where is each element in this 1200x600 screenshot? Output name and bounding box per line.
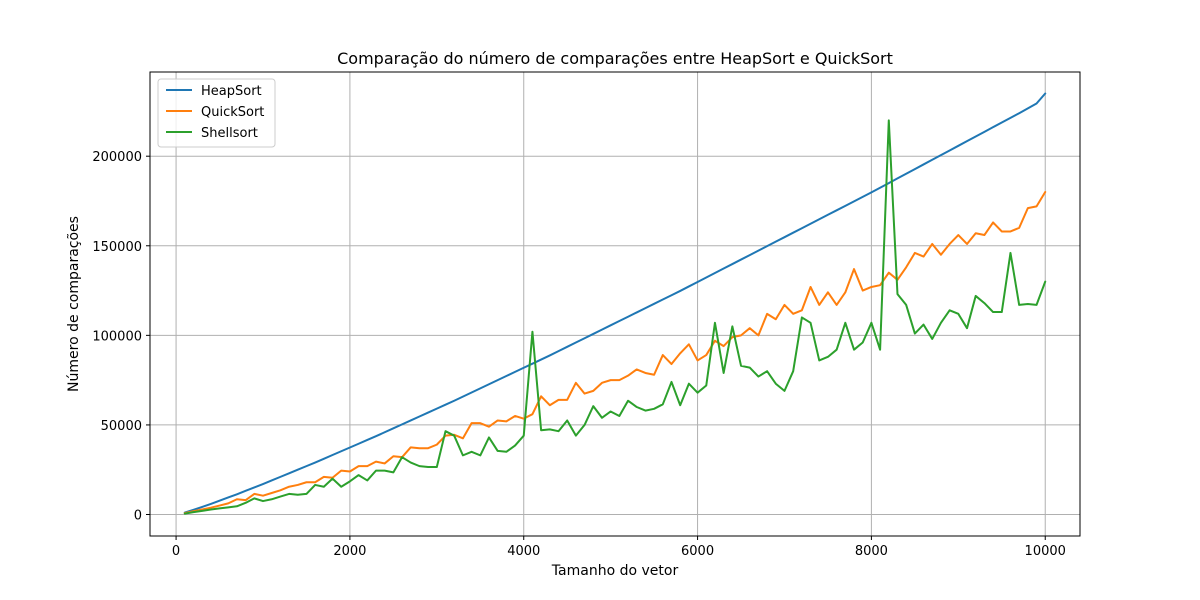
legend-label-quicksort: QuickSort <box>201 105 264 120</box>
x-tick-label: 4000 <box>507 544 540 559</box>
legend-label-shellsort: Shellsort <box>201 126 258 141</box>
x-tick-label: 8000 <box>855 544 888 559</box>
y-tick-label: 50000 <box>101 419 142 434</box>
y-tick-label: 200000 <box>92 150 142 165</box>
x-tick-label: 10000 <box>1025 544 1066 559</box>
x-tick-label: 6000 <box>681 544 714 559</box>
y-tick-label: 0 <box>134 509 142 524</box>
series-line-quicksort <box>183 191 1047 515</box>
axis-ticks: 0 2000 4000 6000 8000 10000050000100000150000… <box>92 150 1066 559</box>
chart-title: Comparação do número de comparações entr… <box>337 49 893 68</box>
legend-label-heapsort: HeapSort <box>201 84 262 99</box>
grid-lines <box>150 72 1080 536</box>
series-line-shellsort <box>183 119 1047 515</box>
x-tick-label: 2000 <box>333 544 366 559</box>
series-layer <box>183 92 1047 515</box>
x-axis-label: Tamanho do vetor <box>551 563 679 579</box>
series-line-heapsort <box>183 92 1047 514</box>
x-tick-label: 0 <box>172 544 180 559</box>
plot-area-background <box>150 72 1080 536</box>
y-axis-label: Número de comparações <box>66 216 82 392</box>
legend-box <box>157 78 276 148</box>
y-tick-label: 150000 <box>92 240 142 255</box>
y-tick-label: 100000 <box>92 329 142 344</box>
plot-frame <box>149 71 1081 537</box>
legend: HeapSort QuickSort Shellsort <box>157 78 276 148</box>
